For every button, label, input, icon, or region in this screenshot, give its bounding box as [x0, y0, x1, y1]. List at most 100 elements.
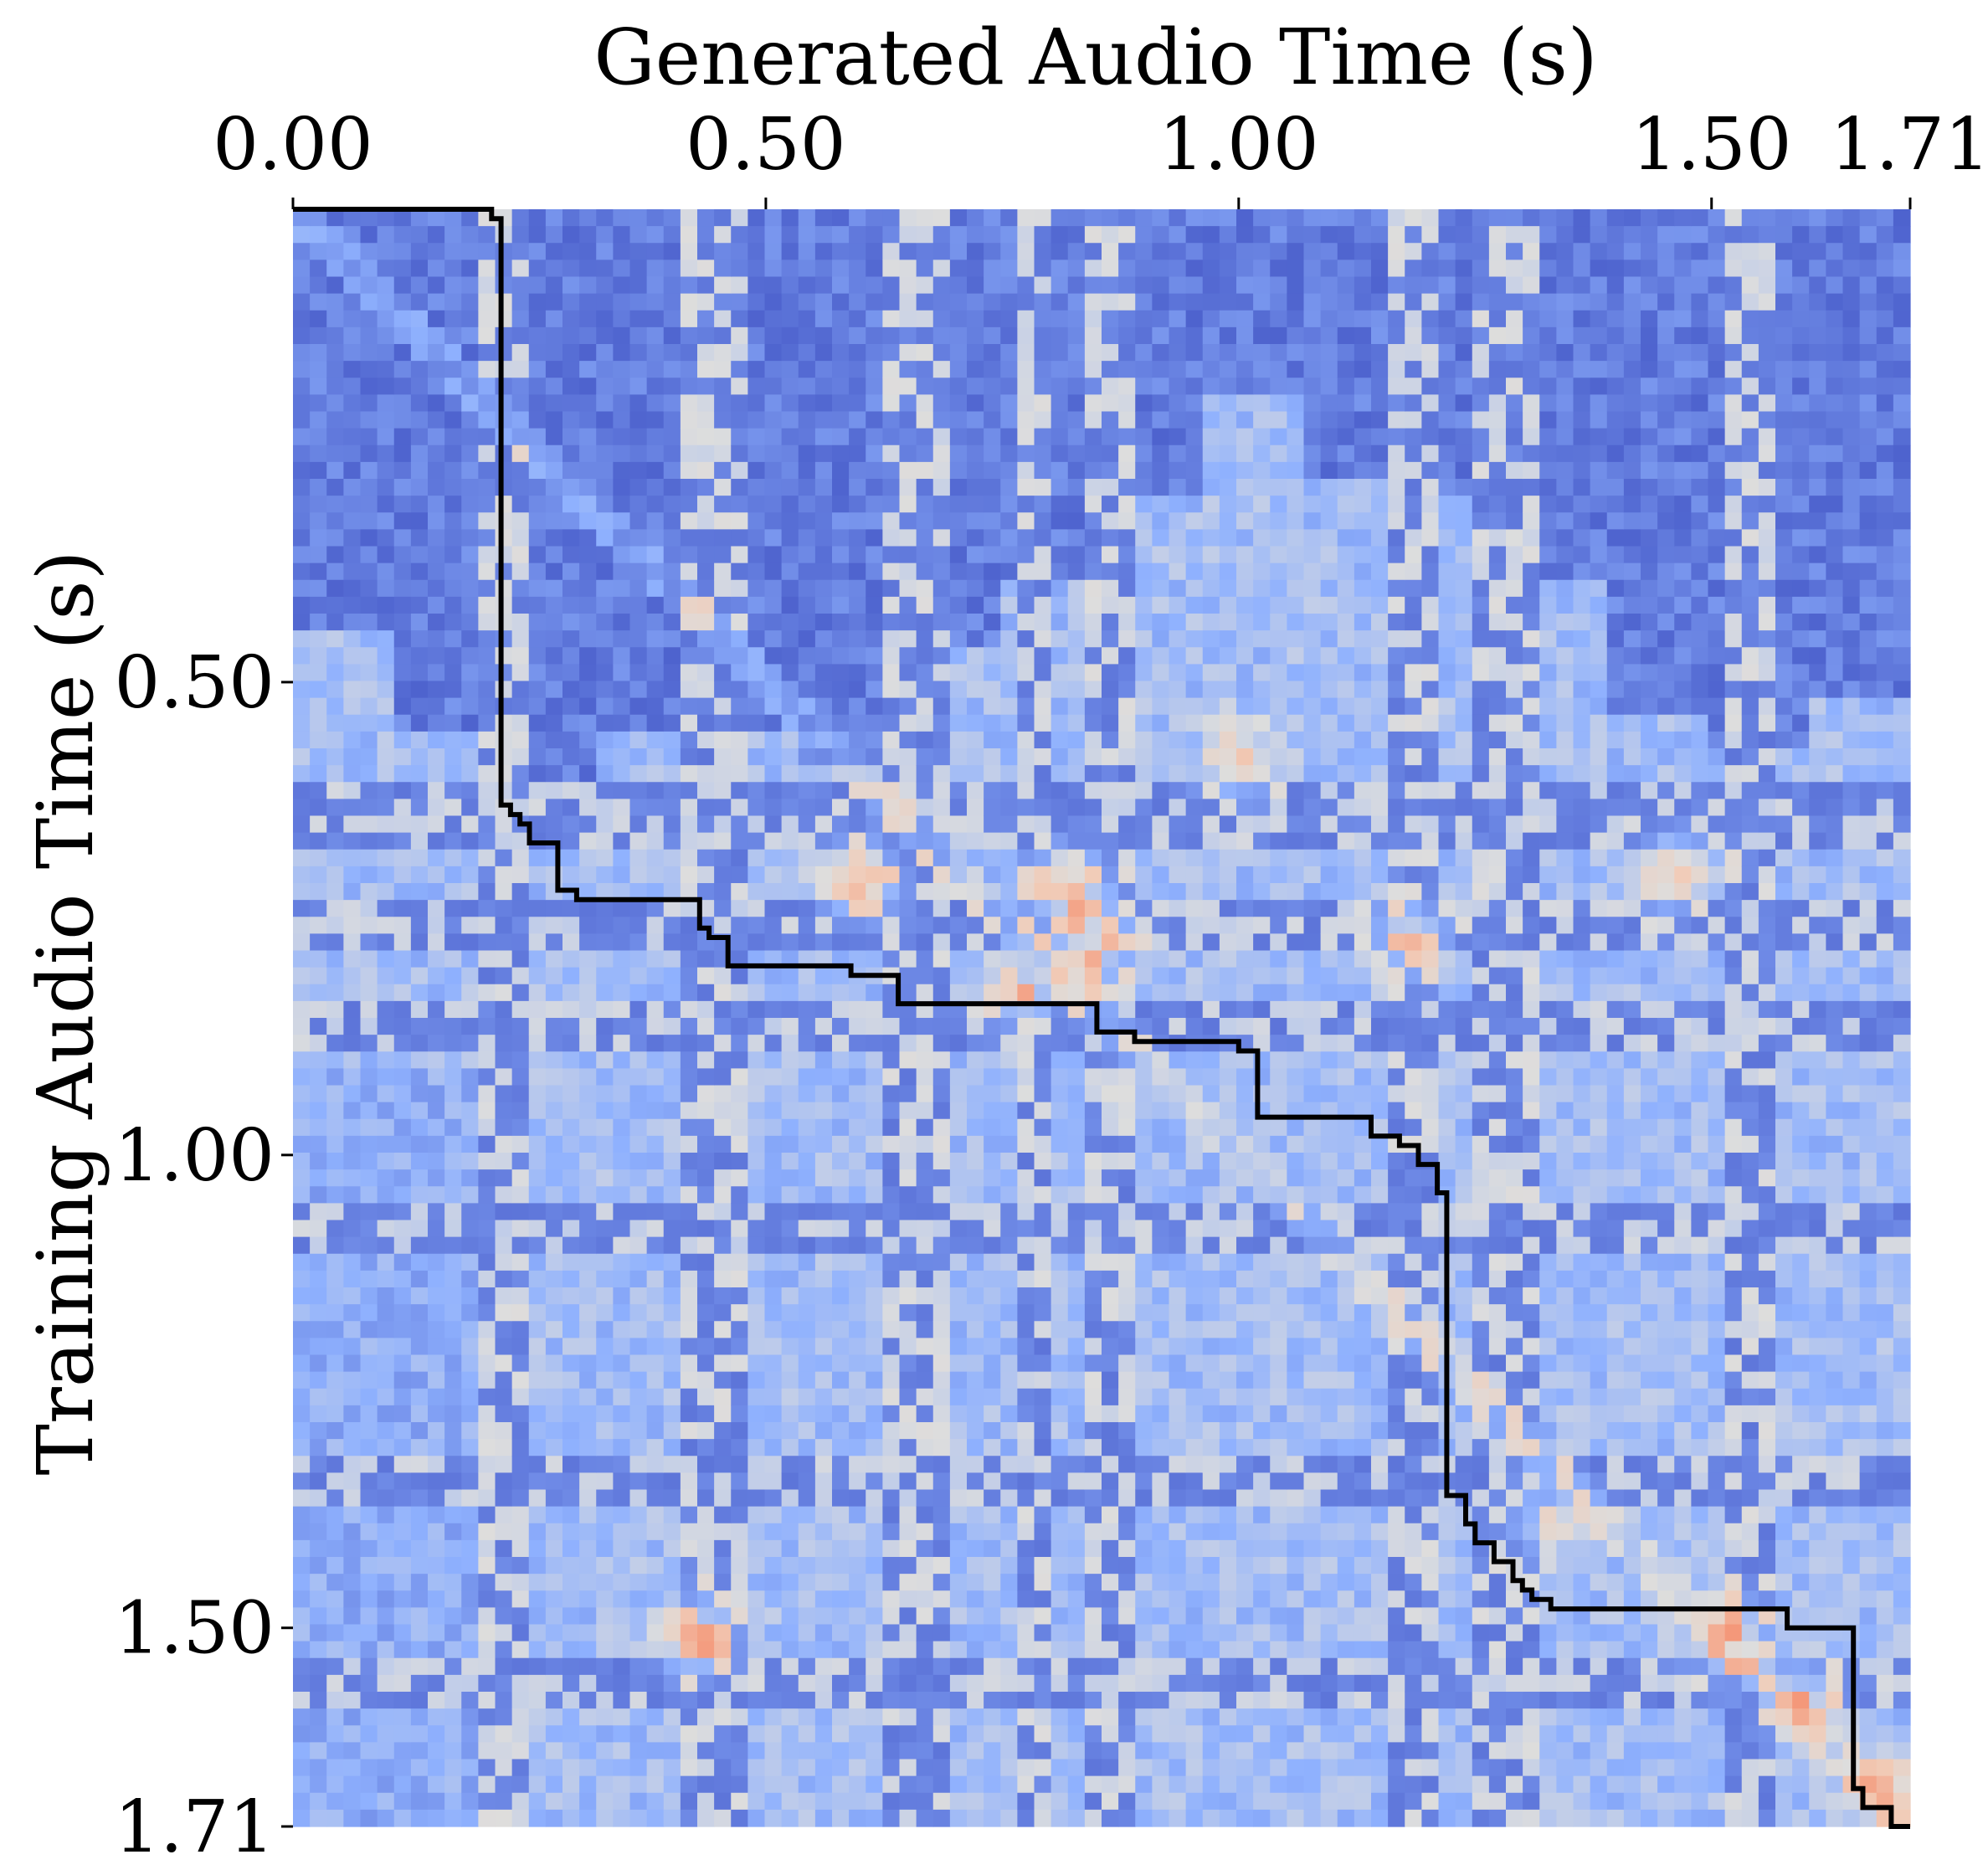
- heatmap-cell: [1152, 1624, 1170, 1642]
- heatmap-cell: [1067, 1692, 1086, 1709]
- heatmap-cell: [596, 1725, 614, 1743]
- heatmap-cell: [393, 546, 412, 564]
- heatmap-cell: [731, 326, 748, 345]
- heatmap-cell: [613, 1539, 631, 1558]
- heatmap-cell: [377, 546, 395, 564]
- heatmap-cell: [697, 832, 715, 850]
- heatmap-cell: [343, 411, 362, 429]
- heatmap-cell: [697, 714, 715, 732]
- heatmap-cell: [1135, 1506, 1153, 1524]
- heatmap-cell: [1067, 1607, 1086, 1626]
- heatmap-cell: [1000, 428, 1018, 446]
- heatmap-cell: [629, 496, 648, 513]
- heatmap-cell: [444, 1118, 462, 1137]
- heatmap-cell: [663, 1169, 681, 1187]
- heatmap-cell: [511, 849, 530, 867]
- heatmap-cell: [949, 900, 968, 917]
- heatmap-cell: [528, 1557, 547, 1575]
- heatmap-cell: [511, 1742, 530, 1760]
- heatmap-cell: [393, 1523, 412, 1541]
- heatmap-cell: [495, 815, 513, 834]
- heatmap-cell: [866, 1102, 883, 1120]
- heatmap-cell: [663, 681, 681, 699]
- heatmap-cell: [1084, 310, 1102, 328]
- heatmap-cell: [393, 1405, 412, 1423]
- heatmap-cell: [1051, 950, 1069, 968]
- heatmap-cell: [932, 326, 951, 345]
- heatmap-cell: [697, 782, 715, 799]
- heatmap-cell: [747, 1456, 766, 1473]
- heatmap-cell: [932, 1422, 951, 1440]
- heatmap-cell: [461, 310, 479, 328]
- heatmap-cell: [714, 1775, 732, 1794]
- heatmap-cell: [916, 1590, 934, 1608]
- heatmap-cell: [1102, 310, 1119, 328]
- heatmap-cell: [764, 1153, 783, 1170]
- heatmap-cell: [562, 1725, 580, 1743]
- heatmap-cell: [444, 1253, 462, 1271]
- heatmap-cell: [410, 1118, 429, 1137]
- heatmap-cell: [495, 1068, 513, 1087]
- heatmap-cell: [629, 276, 648, 295]
- heatmap-cell: [1118, 1236, 1136, 1255]
- heatmap-cell: [629, 1657, 648, 1676]
- heatmap-cell: [461, 326, 479, 345]
- heatmap-cell: [1084, 664, 1102, 682]
- heatmap-cell: [428, 1169, 445, 1187]
- heatmap-cell: [1152, 1742, 1170, 1760]
- heatmap-cell: [899, 1539, 917, 1558]
- heatmap-cell: [832, 967, 850, 985]
- heatmap-cell: [697, 1118, 715, 1137]
- heatmap-cell: [1017, 1725, 1035, 1743]
- heatmap-cell: [916, 1506, 934, 1524]
- heatmap-cell: [849, 1169, 866, 1187]
- heatmap-cell: [697, 596, 715, 614]
- heatmap-cell: [747, 1236, 766, 1255]
- heatmap-cell: [866, 681, 883, 699]
- heatmap-cell: [310, 1405, 327, 1423]
- heatmap-cell: [461, 967, 479, 985]
- heatmap-cell: [781, 1035, 799, 1052]
- heatmap-cell: [1084, 1354, 1102, 1373]
- heatmap-cell: [949, 866, 968, 884]
- heatmap-cell: [528, 1456, 547, 1473]
- heatmap-cell: [882, 765, 901, 783]
- heatmap-cell: [360, 1641, 378, 1659]
- heatmap-cell: [949, 1135, 968, 1153]
- heatmap-cell: [1067, 579, 1086, 598]
- heatmap-cell: [949, 496, 968, 513]
- heatmap-cell: [1051, 664, 1069, 682]
- heatmap-cell: [764, 1405, 783, 1423]
- heatmap-cell: [562, 1624, 580, 1642]
- heatmap-cell: [377, 664, 395, 682]
- heatmap-cell: [814, 1657, 833, 1676]
- heatmap-cell: [714, 1539, 732, 1558]
- heatmap-cell: [916, 461, 934, 480]
- heatmap-cell: [444, 361, 462, 378]
- heatmap-cell: [1034, 1354, 1052, 1373]
- heatmap-cell: [393, 479, 412, 496]
- heatmap-cell: [410, 1809, 429, 1827]
- heatmap-cell: [899, 1186, 917, 1204]
- heatmap-cell: [528, 1000, 547, 1019]
- heatmap-cell: [781, 1574, 799, 1591]
- heatmap-cell: [849, 428, 866, 446]
- heatmap-cell: [697, 1590, 715, 1608]
- heatmap-cell: [832, 815, 850, 834]
- heatmap-cell: [528, 259, 547, 278]
- heatmap-cell: [393, 496, 412, 513]
- heatmap-cell: [1084, 1523, 1102, 1541]
- heatmap-cell: [428, 1018, 445, 1035]
- heatmap-cell: [545, 428, 563, 446]
- heatmap-cell: [545, 1135, 563, 1153]
- heatmap-cell: [814, 1354, 833, 1373]
- heatmap-cell: [393, 664, 412, 682]
- heatmap-cell: [984, 293, 1001, 311]
- heatmap-cell: [866, 411, 883, 429]
- heatmap-cell: [697, 226, 715, 244]
- heatmap-cell: [1051, 276, 1069, 295]
- heatmap-cell: [916, 579, 934, 598]
- heatmap-cell: [1135, 1405, 1153, 1423]
- heatmap-cell: [764, 1287, 783, 1305]
- heatmap-cell: [613, 1742, 631, 1760]
